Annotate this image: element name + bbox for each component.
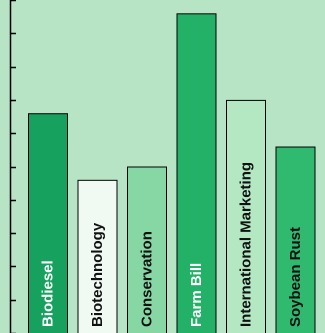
- bar-farm-bill: [176, 13, 217, 333]
- bar-label: Soybean Rust: [287, 227, 304, 327]
- bars: [28, 13, 316, 333]
- bar-labels: Biodiesel Biotechnology Conservation Farm B…: [40, 162, 305, 327]
- bar-label: Biodiesel: [40, 260, 57, 327]
- y-axis-ticks: [10, 0, 16, 333]
- bar-soybean-rust: [275, 146, 316, 333]
- bar-label: Farm Bill: [188, 263, 205, 327]
- bar-conservation: [127, 166, 167, 333]
- bar-international-marketing: [226, 99, 266, 333]
- bar-label: Conservation: [139, 231, 156, 327]
- bar-label: Biotechnology: [89, 222, 106, 327]
- bar-biodiesel: [28, 113, 68, 333]
- bar-label: International Marketing: [238, 162, 255, 327]
- bar-biotechnology: [77, 179, 118, 333]
